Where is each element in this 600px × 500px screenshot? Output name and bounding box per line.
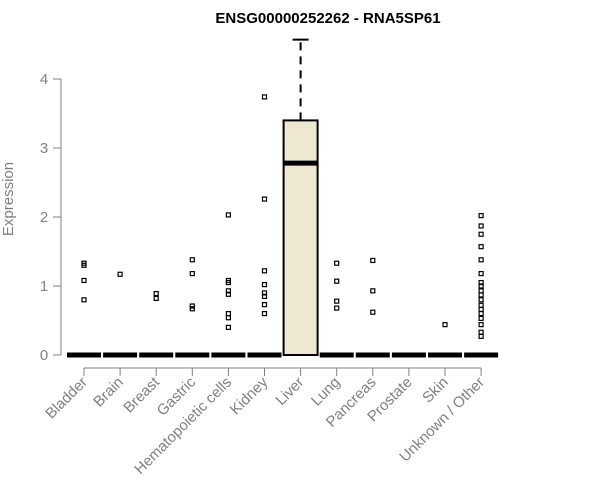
outlier-point	[81, 277, 87, 284]
box-breast	[139, 290, 174, 358]
box-bladder	[67, 260, 101, 358]
box-iqr	[282, 119, 319, 357]
outlier-point	[225, 311, 231, 317]
outlier-point	[478, 302, 484, 308]
outlier-point	[478, 292, 484, 298]
outlier-point	[225, 324, 231, 330]
y-tick-label: 2	[40, 209, 48, 226]
outlier-point	[478, 270, 484, 277]
outlier-point	[225, 277, 231, 284]
box-skin	[428, 322, 462, 358]
outlier-point	[478, 306, 484, 313]
chart-title: ENSG00000252262 - RNA5SP61	[215, 10, 440, 27]
outlier-point	[153, 290, 159, 297]
outlier-point	[261, 196, 268, 202]
outlier-point	[225, 315, 231, 321]
outlier-point	[225, 212, 231, 218]
outlier-point	[478, 231, 484, 237]
outlier-point	[478, 297, 484, 303]
y-tick-label: 3	[40, 140, 48, 157]
y-axis: 0 1 2 3 4	[40, 71, 62, 364]
outlier-point	[442, 322, 448, 328]
outlier-point	[189, 306, 195, 312]
outlier-point	[189, 270, 195, 277]
outlier-point	[153, 295, 159, 302]
outlier-point	[189, 257, 195, 263]
x-tick-label-bladder: Bladder	[42, 374, 91, 423]
outlier-point	[261, 268, 268, 274]
box-gastric	[175, 257, 210, 358]
outlier-point	[189, 303, 195, 309]
outlier-point	[478, 213, 484, 219]
box-brain	[103, 271, 138, 358]
outlier-point	[334, 298, 340, 304]
outlier-point	[478, 333, 484, 339]
y-axis-title: Expression	[0, 162, 17, 236]
outlier-point	[478, 311, 484, 317]
outlier-point	[334, 260, 340, 266]
box-pancreas	[355, 257, 390, 358]
outlier-point	[370, 288, 376, 294]
y-tick-label: 4	[40, 71, 48, 88]
box-kidney	[247, 94, 282, 358]
outlier-point	[478, 279, 484, 286]
outlier-point	[478, 223, 484, 229]
outlier-point	[117, 271, 123, 277]
outlier-point	[261, 302, 268, 308]
outlier-point	[478, 329, 484, 335]
outlier-point	[261, 282, 268, 288]
outlier-point	[225, 288, 231, 294]
box-lung	[319, 260, 354, 358]
boxes-layer	[67, 38, 499, 358]
box-liver	[282, 38, 319, 357]
outlier-point	[370, 309, 376, 315]
outlier-point	[81, 260, 87, 266]
outlier-point	[478, 315, 484, 322]
outlier-point	[81, 297, 87, 303]
outlier-point	[334, 305, 340, 311]
outlier-point	[261, 311, 268, 317]
outlier-point	[478, 288, 484, 294]
outlier-point	[478, 322, 484, 328]
outlier-point	[478, 257, 484, 263]
y-tick-label: 0	[40, 347, 48, 364]
x-tick-label-liver: Liver	[272, 374, 307, 409]
box-hematopoietic-cells	[211, 212, 246, 358]
x-tick-label-kidney: Kidney	[227, 373, 272, 418]
outlier-point	[334, 278, 340, 284]
box-unknown-other	[464, 213, 499, 358]
outlier-point	[261, 290, 268, 296]
y-tick-label: 1	[40, 278, 48, 295]
outlier-point	[261, 94, 268, 100]
outlier-point	[370, 257, 376, 264]
outlier-point	[478, 244, 484, 250]
